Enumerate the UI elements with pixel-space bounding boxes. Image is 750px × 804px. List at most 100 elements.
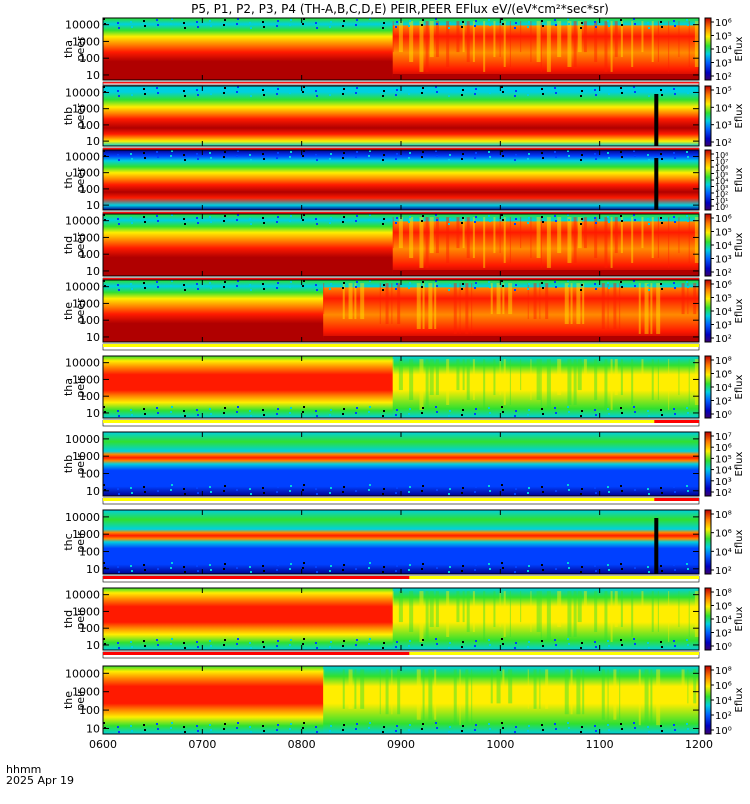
panel-6-speckle-25	[236, 489, 238, 491]
panel-4-speckle-77	[608, 287, 610, 289]
panel-0-streak-12	[530, 21, 532, 63]
panel-1-speckle-64	[515, 90, 517, 92]
panel-7-speckle-37	[276, 569, 278, 571]
panel-8-ylabel-0: 10	[86, 639, 100, 652]
panel-thb-peir: 10 100 1000 10000 thb peir 10²10³10⁴10⁵10⁶10⁷E…	[62, 431, 745, 505]
panel-9-speckle-51	[422, 723, 424, 725]
panel-5-speckle-33	[660, 409, 662, 411]
panel-8-speckle-25	[236, 643, 238, 645]
panel-3-cb-label-4: 10⁶	[715, 214, 732, 225]
panel-3-speckle-11	[686, 215, 688, 217]
panel-8-streak-27	[472, 591, 475, 633]
panel-6-speckle-66	[621, 490, 623, 492]
panel-5-speckle-41	[488, 407, 490, 409]
panel-9-speckle-15	[302, 727, 304, 729]
panel-6-cb-label-3: 10⁵	[715, 454, 732, 465]
panel-4-speckle-40	[435, 280, 437, 282]
panel-7-speckle-26	[289, 568, 291, 570]
panel-4-speckle-22	[673, 282, 675, 284]
panel-8-speckle-88	[595, 646, 597, 648]
panel-8-streak-19	[483, 591, 486, 642]
panel-5-cb-label-4: 10⁸	[715, 356, 732, 367]
panel-0-speckle-68	[131, 26, 133, 28]
panel-8-streak-23	[631, 591, 634, 637]
panel-2-speckle-57	[144, 157, 146, 159]
panel-4-speckle-44	[647, 284, 649, 286]
panel-0-speckle-77	[608, 25, 610, 27]
panel-9-speckle-10	[633, 722, 635, 724]
panel-8-streak-11	[493, 591, 496, 628]
panel-7-probe-label: thc	[62, 533, 75, 550]
panel-2-speckle-72	[343, 152, 345, 154]
panel-3-streak-22	[594, 217, 598, 259]
panel-9-speckle-20	[567, 722, 569, 724]
panel-9-speckle-1	[156, 723, 158, 725]
panel-6-speckle-58	[197, 492, 199, 494]
panel-1-speckle-3	[262, 89, 264, 91]
x-tick-label-6: 1200	[685, 738, 713, 751]
panel-9-streak-14	[465, 669, 469, 726]
panel-3-speckle-77	[608, 221, 610, 223]
panel-4-speckle-81	[224, 281, 226, 283]
panel-1-speckle-89	[648, 95, 650, 97]
panel-3-speckle-81	[224, 215, 226, 217]
panel-1-speckle-25	[236, 91, 238, 93]
panel-1-speckle-79	[118, 95, 120, 97]
panel-2-speckle-41	[488, 151, 490, 153]
panel-3-speckle-61	[356, 215, 358, 217]
panel-8-speckle-59	[250, 647, 252, 649]
panel-3-speckle-74	[449, 218, 451, 220]
panel-7-speckle-17	[408, 569, 410, 571]
panel-6-cb-label-1: 10³	[715, 477, 732, 488]
panel-5-speckle-79	[118, 415, 120, 417]
panel-8-speckle-69	[184, 647, 186, 649]
panel-0-speckle-53	[528, 21, 530, 23]
panel-9-speckle-60	[303, 722, 305, 724]
panel-7-cb-label-0: 10²	[715, 566, 732, 577]
panel-4-speckle-84	[383, 284, 385, 286]
panel-4-streak-29	[644, 283, 649, 334]
panel-4-speckle-62	[409, 282, 411, 284]
panel-6-speckle-34	[117, 488, 119, 490]
panel-1-speckle-14	[249, 90, 251, 92]
panel-7-ylabel-2: 1000	[72, 528, 100, 541]
panel-3-speckle-72	[343, 216, 345, 218]
panel-8-speckle-21	[620, 639, 622, 641]
panel-0-speckle-12	[143, 20, 145, 22]
panel-3-streak-27	[472, 217, 475, 259]
panel-8-speckle-31	[554, 639, 556, 641]
panel-2-probe-label: thc	[62, 171, 75, 188]
panel-5-speckle-52	[475, 408, 477, 410]
panel-9-speckle-6	[421, 728, 423, 730]
panel-9-speckle-66	[621, 728, 623, 730]
panel-5-speckle-55	[634, 411, 636, 413]
panel-0-speckle-26	[289, 24, 291, 26]
figure-title: P5, P1, P2, P3, P4 (TH-A,B,C,D,E) PEIR,P…	[191, 2, 609, 16]
panel-4-streak-30	[681, 283, 685, 315]
panel-4-speckle-27	[342, 287, 344, 289]
panel-6-speckle-9	[580, 493, 582, 495]
panel-6-speckle-43	[594, 487, 596, 489]
panel-0-speckle-24	[183, 22, 185, 24]
panel-0-streak-17	[409, 21, 414, 63]
panel-9-speckle-22	[673, 724, 675, 726]
panel-0-speckle-4	[315, 22, 317, 24]
panel-7-speckle-52	[475, 564, 477, 566]
panel-8-speckle-28	[395, 646, 397, 648]
panel-2-speckle-60	[303, 150, 305, 152]
panel-2-speckle-62	[409, 152, 411, 154]
panel-5-streak-15	[641, 359, 644, 391]
panel-0-cb-label-0: 10²	[715, 72, 732, 83]
panel-1-speckle-22	[673, 88, 675, 90]
panel-5-speckle-14	[249, 410, 251, 412]
panel-6-speckle-42	[541, 486, 543, 488]
panel-0-cb-label-3: 10⁵	[715, 32, 732, 43]
panel-6-speckle-10	[633, 484, 635, 486]
panel-6-speckle-83	[330, 487, 332, 489]
panel-7-speckle-8	[527, 570, 529, 572]
panel-3-speckle-66	[621, 220, 623, 222]
panel-0-speckle-40	[435, 18, 437, 20]
panel-1-speckle-49	[316, 95, 318, 97]
panel-2-speckle-85	[436, 155, 438, 157]
